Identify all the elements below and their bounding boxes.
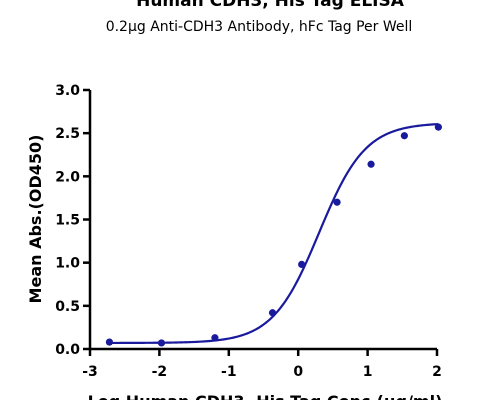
- y-tick-label: 0.0: [55, 342, 80, 358]
- data-point: [211, 334, 219, 342]
- y-tick-label: 1.5: [55, 213, 80, 229]
- y-tick-label: 1.0: [55, 256, 80, 272]
- x-tick-label: 1: [363, 364, 373, 380]
- data-point: [268, 309, 277, 317]
- data-point: [400, 132, 408, 140]
- y-tick-label: 0.5: [55, 299, 80, 315]
- x-axis-label: Log Human CDH3, His Tag Conc.(μg/ml): [88, 392, 443, 400]
- chart-title: Human CDH3, His Tag ELISA: [136, 0, 405, 11]
- y-axis-ticks: 0.0 0.5 1.0 1.5 2.0 2.5 3.0: [55, 83, 90, 358]
- data-point: [333, 198, 341, 206]
- data-point: [434, 123, 442, 131]
- data-point: [157, 339, 166, 347]
- x-tick-label: -3: [82, 364, 98, 380]
- x-tick-label: -2: [152, 364, 168, 380]
- data-points: [105, 123, 442, 347]
- chart-subtitle: 0.2μg Anti-CDH3 Antibody, hFc Tag Per We…: [106, 19, 413, 35]
- data-point: [298, 260, 306, 268]
- x-tick-label: -1: [221, 364, 237, 380]
- x-axis-ticks: -3 -2 -1 0 1 2: [82, 349, 442, 380]
- x-tick-label: 0: [293, 364, 303, 380]
- data-point: [105, 338, 114, 346]
- data-point: [367, 160, 375, 168]
- x-tick-label: 2: [432, 364, 442, 380]
- y-tick-label: 3.0: [55, 83, 80, 99]
- y-axis-label: Mean Abs.(OD450): [26, 135, 45, 304]
- y-tick-label: 2.5: [55, 126, 80, 142]
- y-tick-label: 2.0: [55, 169, 80, 185]
- axes: [88, 90, 437, 351]
